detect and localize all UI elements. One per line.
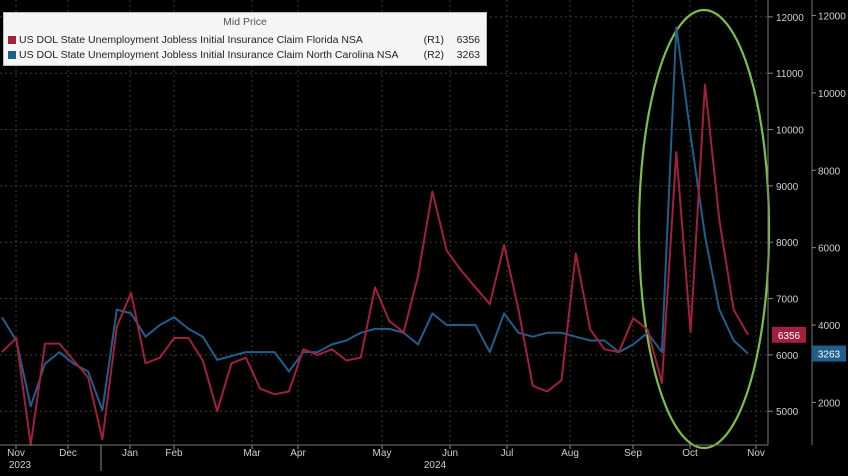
legend-last-value: 3263: [456, 49, 480, 61]
series-lines: [1, 26, 749, 446]
r1-tick-label: 8000: [776, 238, 799, 249]
year-label: 2023: [9, 460, 32, 471]
last-value-text-north-carolina: 3263: [818, 350, 841, 361]
r1-tick-label: 5000: [776, 407, 799, 418]
r1-tick-label: 7000: [776, 295, 799, 306]
r2-axis: 12000 10000 8000 6000 4000 2000: [811, 0, 846, 445]
x-tick-label: Jun: [442, 448, 458, 459]
r1-tick-label: 9000: [776, 182, 799, 193]
x-tick-label: Nov: [747, 448, 765, 459]
x-tick-label: Feb: [165, 448, 183, 459]
legend-entry-florida: US DOL State Unemployment Jobless Initia…: [8, 33, 480, 47]
r2-tick-label: 6000: [818, 244, 841, 255]
r1-tick-label: 10000: [776, 126, 804, 137]
r1-axis: 12000 11000 10000 9000 8000 7000 6000 5000: [767, 0, 804, 445]
x-tick-label: Dec: [59, 448, 77, 459]
x-tick-label: Oct: [682, 448, 698, 459]
legend-axis-tag: (R2): [423, 49, 444, 61]
x-tick-label: Apr: [290, 448, 306, 459]
year-label: 2024: [424, 460, 447, 471]
legend-swatch-north-carolina: [8, 51, 16, 59]
r2-tick-label: 4000: [818, 321, 841, 332]
r2-tick-label: 2000: [818, 398, 841, 409]
legend-title: Mid Price: [223, 16, 267, 28]
x-tick-label: Aug: [561, 448, 579, 459]
x-axis: Nov Dec Jan Feb Mar Apr May Jun Jul Aug Sep Oct Nov2…: [0, 444, 768, 471]
last-value-text-florida: 6356: [778, 331, 801, 342]
r1-tick-label: 6000: [776, 351, 799, 362]
legend: Mid Price US DOL State Unemployment Jobl…: [3, 12, 487, 66]
last-value-badge-north-carolina: [812, 345, 846, 362]
legend-series-name: US DOL State Unemployment Jobless Initia…: [19, 49, 399, 61]
series-line-north-carolina: [1, 26, 749, 412]
r1-tick-label: 11000: [776, 69, 804, 80]
x-tick-label: Nov: [7, 448, 25, 459]
legend-series-name: US DOL State Unemployment Jobless Initia…: [19, 34, 363, 46]
legend-entry-north-carolina: US DOL State Unemployment Jobless Initia…: [8, 48, 480, 62]
x-tick-label: Jul: [501, 448, 514, 459]
x-tick-label: May: [373, 448, 392, 459]
r2-tick-label: 12000: [818, 11, 846, 22]
last-value-labels: 6356 3263: [772, 326, 846, 362]
r1-tick-label: 12000: [776, 13, 804, 24]
highlight-ellipse: [637, 8, 771, 450]
legend-axis-tag: (R1): [423, 34, 444, 46]
legend-swatch-florida: [8, 36, 16, 44]
r2-tick-label: 10000: [818, 89, 846, 100]
x-tick-label: Sep: [624, 448, 642, 459]
r2-tick-label: 8000: [818, 166, 841, 177]
legend-last-value: 6356: [456, 34, 480, 46]
x-tick-label: Mar: [243, 448, 261, 459]
series-line-florida: [1, 83, 749, 446]
last-value-badge-florida: [772, 326, 806, 343]
x-tick-label: Jan: [122, 448, 138, 459]
